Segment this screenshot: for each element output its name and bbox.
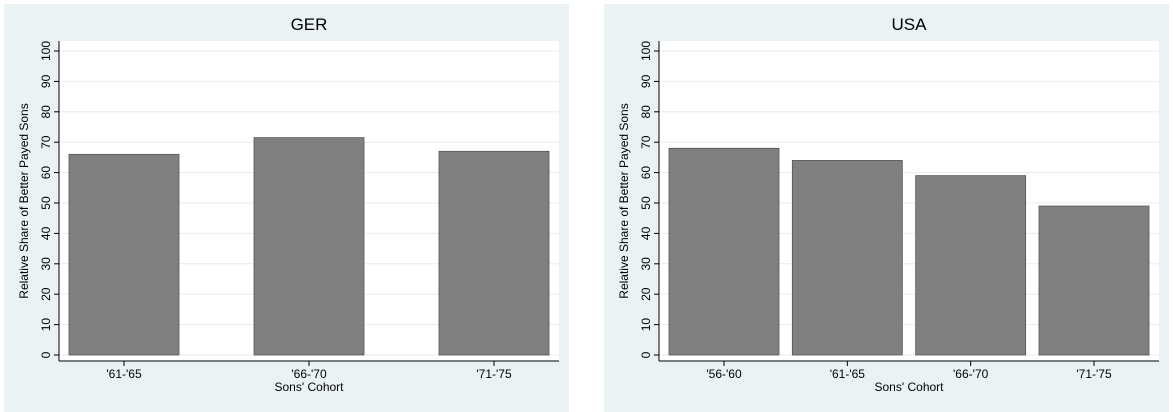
y-tick-label: 50 bbox=[39, 196, 53, 210]
chart-panel-usa: USA 0 10 20 30 40 50 60 70 80 90 100 '56-'60 '61-'65 '… bbox=[604, 4, 1169, 412]
y-axis-label: Relative Share of Better Payed Sons bbox=[617, 103, 631, 298]
chart-title-ger: GER bbox=[291, 15, 328, 34]
y-tick-label: 20 bbox=[639, 287, 653, 301]
bar-chart-usa: USA 0 10 20 30 40 50 60 70 80 90 100 '56-'60 '61-'65 '… bbox=[617, 15, 1159, 394]
y-tick-label: 100 bbox=[639, 41, 653, 61]
y-tick-label: 30 bbox=[639, 257, 653, 271]
x-tick-label: '56-'60 bbox=[706, 367, 742, 381]
y-tick-label: 90 bbox=[639, 74, 653, 88]
x-tick-label: '61-'65 bbox=[106, 367, 142, 381]
y-tick-label: 30 bbox=[39, 257, 53, 271]
chart-panel-ger: GER 0 10 20 30 40 50 60 70 80 90 100 '61-'65 '66-'70 '… bbox=[4, 4, 569, 412]
y-axis-label: Relative Share of Better Payed Sons bbox=[17, 103, 31, 298]
y-tick-label: 60 bbox=[639, 166, 653, 180]
x-tick-label: '66-'70 bbox=[953, 367, 989, 381]
y-tick-label: 100 bbox=[39, 41, 53, 61]
y-tick-label: 20 bbox=[39, 287, 53, 301]
bar-ger-0 bbox=[68, 153, 180, 356]
bar-usa-1 bbox=[791, 160, 903, 356]
x-axis-label: Sons' Cohort bbox=[875, 380, 945, 394]
y-tick-label: 50 bbox=[639, 196, 653, 210]
y-tick-label: 10 bbox=[39, 318, 53, 332]
y-tick-label: 0 bbox=[639, 351, 653, 358]
y-tick-label: 40 bbox=[639, 226, 653, 240]
y-tick-label: 60 bbox=[39, 166, 53, 180]
y-tick-label: 70 bbox=[39, 135, 53, 149]
bar-chart-ger: GER 0 10 20 30 40 50 60 70 80 90 100 '61-'65 '66-'70 '… bbox=[17, 15, 559, 394]
y-tick-label: 10 bbox=[639, 318, 653, 332]
x-axis-label: Sons' Cohort bbox=[275, 380, 345, 394]
x-tick-label: '71-'75 bbox=[1076, 367, 1112, 381]
x-tick-label: '66-'70 bbox=[291, 367, 327, 381]
chart-title-usa: USA bbox=[892, 15, 928, 34]
y-tick-label: 80 bbox=[39, 105, 53, 119]
bar-ger-1 bbox=[253, 137, 365, 356]
x-tick-label: '61-'65 bbox=[830, 367, 866, 381]
y-tick-label: 0 bbox=[39, 351, 53, 358]
y-tick-label: 40 bbox=[39, 226, 53, 240]
bar-usa-0 bbox=[668, 147, 780, 356]
y-tick-label: 90 bbox=[39, 74, 53, 88]
y-tick-label: 80 bbox=[639, 105, 653, 119]
bar-usa-2 bbox=[915, 175, 1027, 356]
bar-usa-3 bbox=[1038, 205, 1150, 356]
x-tick-label: '71-'75 bbox=[476, 367, 512, 381]
y-tick-label: 70 bbox=[639, 135, 653, 149]
bar-ger-2 bbox=[438, 150, 550, 356]
